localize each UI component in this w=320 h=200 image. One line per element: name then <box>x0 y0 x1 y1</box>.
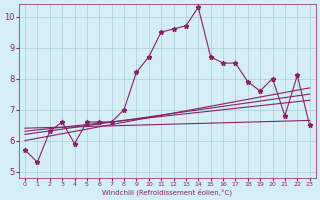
X-axis label: Windchill (Refroidissement éolien,°C): Windchill (Refroidissement éolien,°C) <box>102 188 232 196</box>
